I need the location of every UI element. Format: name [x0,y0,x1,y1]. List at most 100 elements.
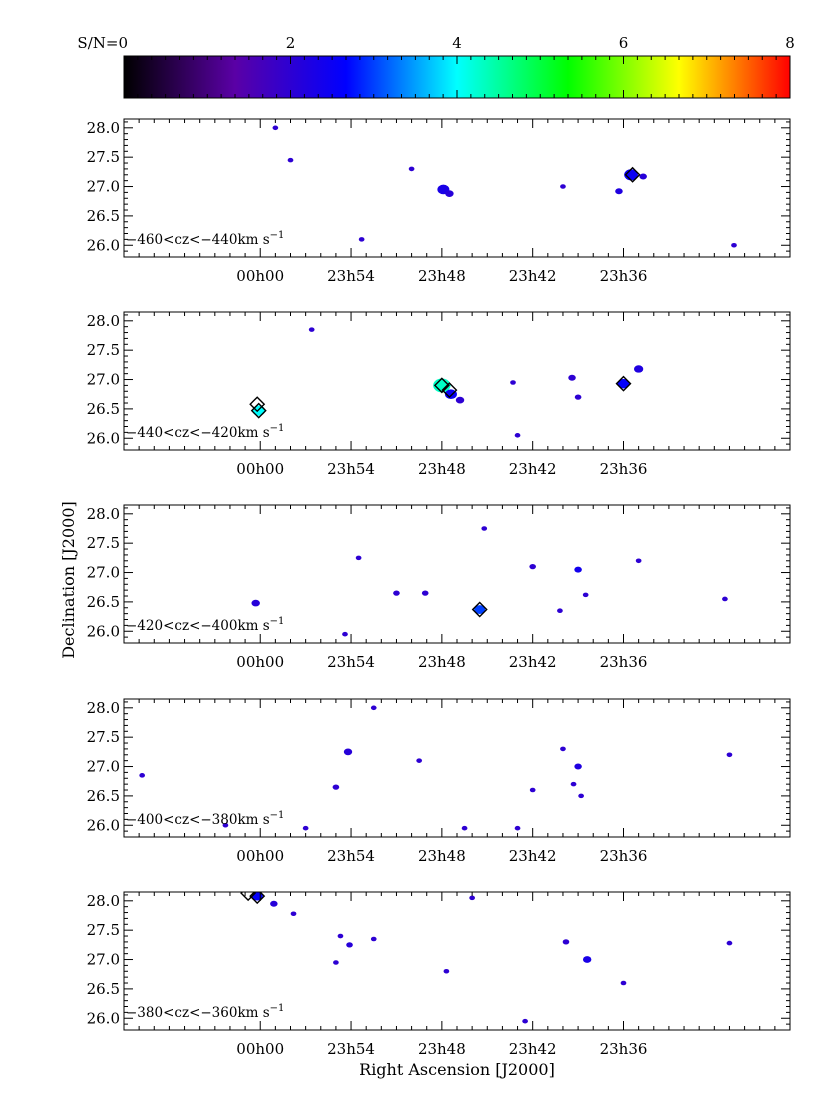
x-tick-label: 23h42 [509,653,557,671]
y-tick-label: 27.5 [87,728,120,746]
y-tick-label: 27.0 [87,564,120,582]
sn-emission-blob [514,825,521,831]
colorbar-tick-label: S/N=0 [77,34,128,52]
channel-panel: 00h00 23h54 23h48 23h42 23h36 28.0 27.5 27.0 26.… [87,504,791,671]
detection-diamond-marker [624,166,641,183]
x-tick-label: 23h54 [327,847,375,865]
sn-emission-blob [560,746,566,752]
x-tick-label: 23h54 [327,460,375,478]
sn-emission-blob [343,748,353,756]
y-tick-label: 28.0 [87,892,120,910]
y-tick-label: 28.0 [87,312,120,330]
x-tick-label: 23h36 [600,460,648,478]
y-tick-label: 26.0 [87,1009,120,1027]
x-tick-label: 00h00 [236,653,284,671]
colorbar-tick-label: 4 [452,34,462,52]
channel-panel: 00h00 23h54 23h48 23h42 23h36 28.0 27.5 27.0 26.… [87,118,791,285]
x-tick-label: 23h48 [418,460,466,478]
sn-emission-blob [574,394,582,400]
detection-diamond-marker [441,382,458,399]
sn-emission-blob [469,895,475,901]
sn-emission-blob [639,173,647,180]
x-tick-label: 23h42 [509,847,557,865]
sn-emission-blob [270,900,278,907]
sn-emission-blob [421,590,429,596]
sn-emission-blob [370,936,377,942]
detection-diamond-marker [240,892,257,902]
sn-emission-blob [416,758,423,763]
sn-emission-blob [287,157,294,163]
y-tick-label: 27.5 [87,921,120,939]
x-tick-label: 00h00 [236,847,284,865]
velocity-range-label: −380<cz<−360km s−1 [126,1003,284,1021]
sn-emission-blob [562,939,570,945]
x-tick-label: 23h48 [418,1040,466,1058]
sn-emission-blob [302,825,309,831]
colorbar-tick-label: 8 [785,34,795,52]
sn-emission-blob [722,596,728,602]
panel-emission [251,526,728,637]
sn-emission-blob [574,566,582,573]
detection-diamond-marker [249,892,266,905]
sn-emission-blob [443,968,450,974]
panel-emission [240,892,733,1024]
sn-emission-blob [222,822,229,828]
panel-emission [249,327,644,438]
sn-emission-blob [568,374,576,381]
y-tick-label: 26.0 [87,236,120,254]
sn-emission-blob [355,555,362,561]
velocity-range-label: −400<cz<−380km s−1 [126,810,284,828]
sn-emission-blob [635,558,642,564]
y-axis-title: Declination [J2000] [59,501,78,659]
channel-panel: 00h00 23h54 23h48 23h42 23h36 28.0 27.5 27.0 26.… [87,891,791,1058]
sn-emission-blob [726,940,733,946]
x-tick-label: 23h42 [509,267,557,285]
sn-emission-blob [251,599,260,607]
y-tick-label: 26.0 [87,622,120,640]
sn-emission-blob [574,763,582,770]
channel-panel: 00h00 23h54 23h48 23h42 23h36 28.0 27.5 27.0 26.… [87,311,791,478]
x-tick-label: 23h42 [509,1040,557,1058]
colorbar-ticks: S/N=0 2 4 6 8 [77,34,795,98]
y-tick-label: 27.0 [87,371,120,389]
detection-diamond-marker [250,402,267,419]
sn-emission-blob [514,433,521,438]
y-tick-label: 28.0 [87,119,120,137]
sn-emission-blob [346,942,353,948]
y-tick-label: 26.5 [87,207,120,225]
x-tick-label: 00h00 [236,267,284,285]
y-tick-label: 27.5 [87,534,120,552]
y-tick-label: 26.0 [87,816,120,834]
x-tick-label: 23h48 [418,653,466,671]
sn-emission-blob [408,166,415,172]
x-tick-label: 23h42 [509,460,557,478]
detection-diamond-marker [471,601,488,618]
velocity-range-label: −440<cz<−420km s−1 [126,423,284,441]
colorbar-tick-label: 2 [286,34,296,52]
x-tick-label: 23h54 [327,1040,375,1058]
y-tick-label: 26.0 [87,429,120,447]
sn-emission-blob [272,125,279,131]
y-tick-label: 27.0 [87,951,120,969]
sn-emission-blob [578,793,584,799]
sn-emission-blob [474,605,486,614]
panel-emission [139,705,733,831]
sn-emission-blob [522,1018,528,1024]
sn-emission-blob [461,825,468,831]
panel-emission [272,125,737,248]
y-tick-label: 27.0 [87,758,120,776]
sn-emission-blob [510,380,516,385]
sn-emission-blob [726,752,733,758]
y-tick-label: 26.5 [87,593,120,611]
x-axis-title: Right Ascension [J2000] [359,1060,555,1079]
x-tick-label: 23h36 [600,1040,648,1058]
sn-emission-blob [445,190,454,197]
x-tick-label: 23h36 [600,267,648,285]
sn-emission-blob [358,237,365,242]
detection-diamond-marker [433,377,450,394]
sn-emission-blob [570,781,577,787]
sn-emission-blob [617,378,630,389]
x-tick-label: 00h00 [236,1040,284,1058]
sn-emission-blob [393,590,400,596]
sn-emission-blob [139,773,146,778]
